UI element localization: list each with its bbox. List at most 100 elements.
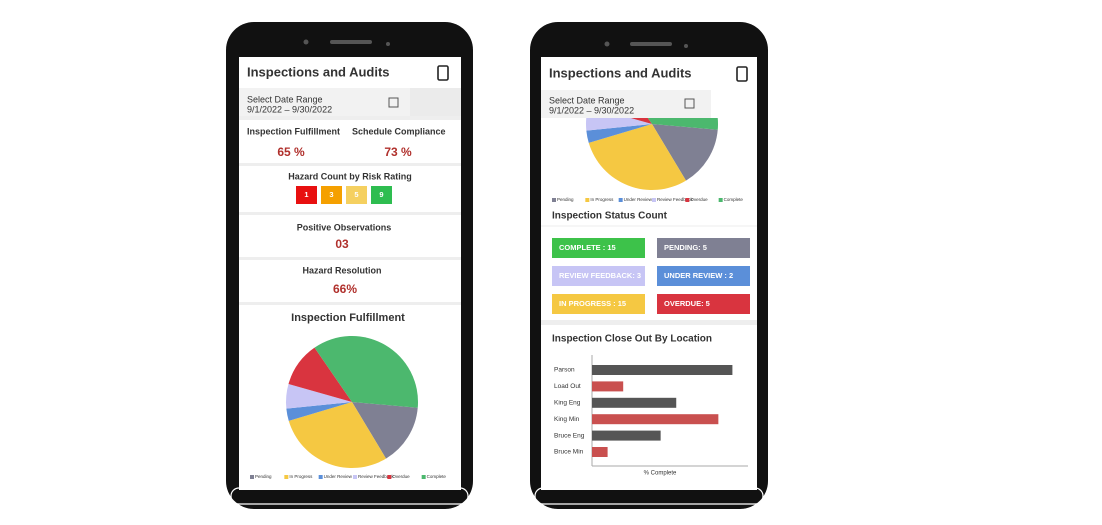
date-label: Select Date Range (247, 94, 323, 104)
divider (239, 212, 461, 215)
legend-swatch (685, 198, 690, 202)
chart-title: Inspection Fulfillment (291, 312, 405, 324)
speaker (330, 40, 372, 44)
calendar-icon[interactable] (684, 98, 695, 109)
badge-count: 5 (354, 190, 358, 199)
kpi-value: 65 % (277, 145, 305, 159)
status-tile (552, 238, 645, 258)
legend-swatch (318, 475, 323, 479)
date-label: Select Date Range (549, 95, 625, 105)
chart-title: Inspection Close Out By Location (552, 334, 712, 345)
y-tick-label: Bruce Min (554, 449, 584, 456)
status-text: UNDER REVIEW : 2 (664, 271, 733, 280)
speaker (630, 42, 672, 46)
date-range-side (410, 88, 461, 116)
kpi-label: Inspection Fulfillment (247, 126, 340, 136)
x-axis-label: % Complete (644, 471, 677, 477)
bar (592, 414, 719, 425)
pie (286, 336, 418, 468)
tablet-icon[interactable] (736, 66, 748, 82)
pie-slice (586, 124, 652, 143)
divider (239, 257, 461, 260)
badge (371, 186, 392, 204)
positive-value: 03 (335, 237, 349, 251)
legend-swatch (718, 198, 723, 202)
legend-label: Pending (255, 474, 272, 479)
kpi-value: 73 % (384, 145, 412, 159)
status-title: Inspection Status Count (552, 211, 668, 222)
status-tile (552, 266, 645, 286)
legend-label: Review Feedback (358, 474, 395, 479)
pie-slice (647, 118, 718, 130)
calendar-icon[interactable] (388, 97, 399, 108)
legend-label: Overdue (392, 474, 410, 479)
legend-swatch (552, 198, 556, 202)
resolution-value: 66% (333, 282, 357, 296)
badge-count: 9 (379, 190, 383, 199)
legend-label: Under Review (324, 474, 353, 479)
y-tick-label: King Min (554, 416, 580, 423)
status-tile (657, 238, 750, 258)
date-range[interactable] (541, 90, 711, 118)
badge (346, 186, 367, 204)
sensor (386, 42, 390, 46)
legend-label: Under Review (624, 197, 653, 202)
pie-slice (352, 402, 418, 459)
legend-swatch (284, 475, 289, 479)
status-text: OVERDUE: 5 (664, 299, 710, 308)
bar (592, 430, 661, 441)
y-tick-label: Bruce Eng (554, 432, 585, 439)
tablet-icon[interactable] (437, 65, 449, 81)
resolution-title: Hazard Resolution (302, 265, 381, 275)
bar (592, 447, 608, 457)
legend-swatch (618, 198, 623, 202)
legend-label: Complete (724, 197, 744, 202)
legend-swatch (421, 475, 426, 479)
hazard-title: Hazard Count by Risk Rating (288, 171, 412, 181)
legend-label: In Progress (289, 474, 313, 479)
legend-swatch (353, 475, 357, 479)
divider (239, 163, 461, 166)
date-value: 9/1/2022 – 9/30/2022 (549, 105, 634, 115)
camera (303, 39, 309, 45)
bar (592, 381, 624, 392)
badge (296, 186, 317, 204)
y-tick-label: King Eng (554, 400, 581, 407)
status-text: COMPLETE : 15 (559, 243, 616, 252)
y-tick-label: Parson (554, 367, 575, 374)
status-tile (552, 294, 645, 314)
legend-swatch (652, 198, 656, 202)
positive-title: Positive Observations (297, 222, 392, 232)
bar (592, 397, 677, 408)
pie-slice (652, 124, 718, 181)
kpi-label: Schedule Compliance (352, 126, 446, 136)
legend-label: Complete (427, 474, 447, 479)
app-title: Inspections and Audits (247, 64, 390, 79)
bar (592, 365, 733, 375)
legend-swatch (585, 198, 590, 202)
pie-slice (314, 336, 418, 408)
date-value: 9/1/2022 – 9/30/2022 (247, 104, 332, 114)
pie-slice (286, 384, 352, 409)
legend-swatch (250, 475, 254, 479)
status-text: IN PROGRESS : 15 (559, 299, 626, 308)
status-tile (657, 266, 750, 286)
pie-slice (630, 118, 652, 124)
legend-label: Overdue (690, 197, 708, 202)
y-tick-label: Load Out (554, 383, 581, 390)
legend-label: Review Feedback (657, 197, 694, 202)
status-text: PENDING: 5 (664, 243, 707, 252)
pie-slice (288, 402, 386, 468)
divider (541, 320, 757, 325)
status-text: REVIEW FEEDBACK: 3 (559, 271, 641, 280)
camera (604, 41, 610, 47)
date-range[interactable] (239, 88, 410, 116)
legend-label: Pending (557, 197, 574, 202)
pie-slice (586, 118, 652, 131)
badge-count: 1 (304, 190, 308, 199)
status-tile (657, 294, 750, 314)
pie (586, 118, 718, 190)
sensor (684, 44, 688, 48)
legend-swatch (387, 475, 392, 479)
